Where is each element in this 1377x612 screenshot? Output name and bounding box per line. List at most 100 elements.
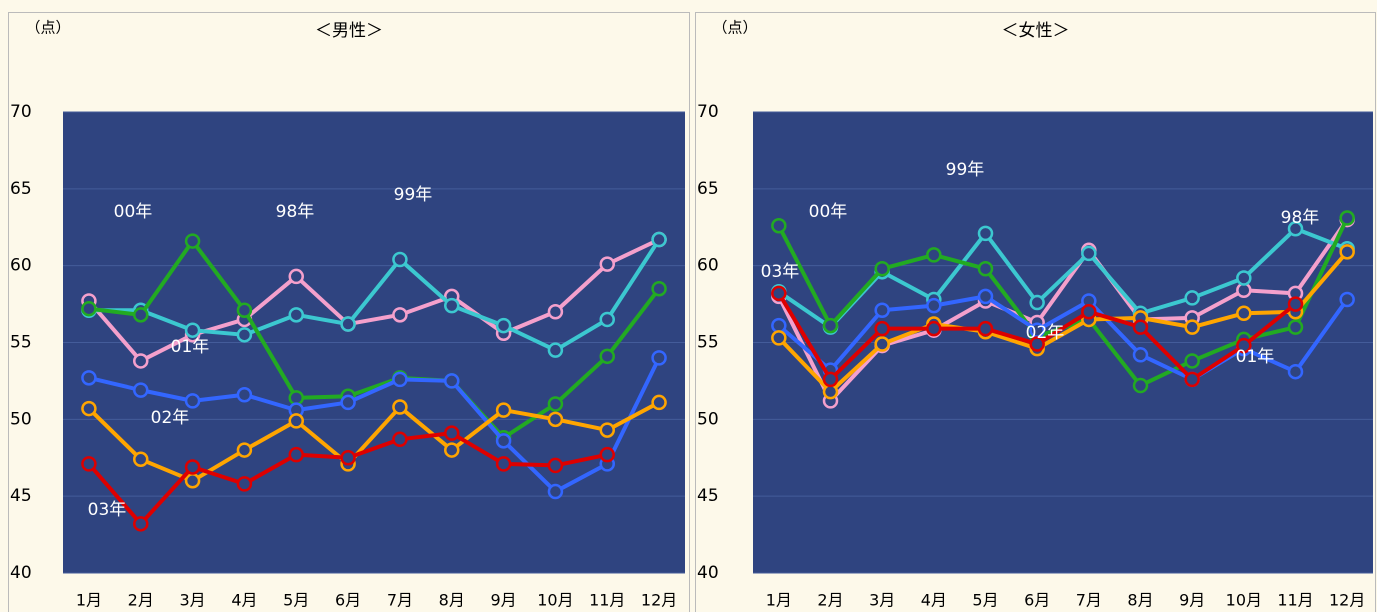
- data-point: [288, 446, 304, 463]
- data-point: [926, 247, 942, 263]
- data-point: [184, 233, 201, 249]
- data-point: [651, 350, 667, 366]
- data-point: [392, 431, 408, 448]
- data-point: [874, 336, 890, 352]
- x-tick-label: 1月: [766, 591, 792, 610]
- series-line: [88, 239, 661, 440]
- data-point: [184, 393, 201, 409]
- data-point: [392, 251, 408, 268]
- x-tick-label: 10月: [537, 591, 573, 610]
- data-point: [81, 370, 97, 386]
- data-point: [1287, 319, 1304, 335]
- annotation: 03年: [761, 262, 800, 282]
- data-point: [1029, 336, 1045, 352]
- x-tick-label: 6月: [1024, 591, 1050, 610]
- x-tick-label: 4月: [921, 591, 947, 610]
- data-point: [133, 307, 149, 323]
- data-point: [133, 382, 149, 398]
- data-point: [495, 317, 512, 334]
- annotation: 01年: [1236, 347, 1275, 367]
- series-line: [88, 356, 661, 494]
- data-point: [1287, 296, 1304, 312]
- data-point: [184, 322, 201, 338]
- data-point: [1184, 371, 1200, 388]
- chart-title: ＜女性＞: [1002, 21, 1070, 41]
- data-point: [236, 302, 253, 318]
- chart-title: ＜男性＞: [315, 21, 383, 41]
- y-tick-label: 50: [697, 409, 719, 429]
- data-point: [184, 459, 201, 475]
- x-tick-label: 5月: [972, 591, 998, 610]
- data-point: [599, 311, 615, 328]
- annotation: 02年: [151, 408, 190, 428]
- x-tick-label: 7月: [1076, 591, 1102, 610]
- data-point: [1236, 305, 1252, 322]
- data-point: [547, 396, 564, 412]
- x-tick-label: 1月: [76, 591, 102, 610]
- data-point: [599, 422, 615, 438]
- y-tick-label: 60: [10, 256, 32, 276]
- data-point: [1132, 377, 1149, 394]
- data-point: [547, 342, 564, 358]
- data-point: [771, 330, 787, 346]
- series-line: [87, 237, 660, 363]
- x-tick-label: 4月: [231, 591, 257, 610]
- data-point: [1184, 319, 1200, 335]
- data-point: [392, 371, 408, 388]
- data-point: [444, 297, 460, 314]
- data-point: [184, 473, 201, 489]
- data-point: [977, 225, 994, 242]
- annotation: 01年: [171, 337, 210, 357]
- data-point: [771, 217, 787, 234]
- data-point: [1339, 244, 1355, 260]
- data-point: [1287, 363, 1304, 380]
- data-point: [133, 451, 149, 468]
- data-point: [236, 327, 253, 343]
- y-tick-label: 40: [697, 563, 719, 583]
- data-point: [81, 300, 97, 317]
- data-point: [133, 353, 149, 369]
- data-point: [81, 400, 97, 417]
- annotation: 00年: [114, 202, 153, 222]
- data-point: [1236, 337, 1252, 354]
- data-point: [1339, 291, 1355, 308]
- data-point: [1287, 221, 1304, 237]
- annotation: 98年: [276, 202, 315, 222]
- y-tick-label: 45: [10, 486, 32, 506]
- series-line: [777, 294, 1349, 382]
- x-tick-label: 8月: [439, 591, 465, 610]
- data-point: [547, 411, 564, 428]
- data-point: [288, 307, 304, 323]
- data-point: [495, 456, 512, 472]
- data-point: [1184, 353, 1200, 369]
- data-point: [1132, 347, 1149, 363]
- data-point: [133, 516, 149, 532]
- annotation: 98年: [1281, 208, 1320, 228]
- data-point: [340, 450, 356, 466]
- series-line: [88, 238, 661, 353]
- data-point: [1081, 304, 1097, 320]
- x-tick-label: 12月: [1329, 591, 1365, 610]
- data-point: [1132, 319, 1149, 335]
- data-point: [926, 297, 942, 314]
- x-tick-label: 2月: [817, 591, 843, 610]
- x-tick-label: 2月: [128, 591, 154, 610]
- x-tick-label: 9月: [490, 591, 516, 610]
- data-point: [1339, 210, 1355, 226]
- y-axis-label: （点）: [25, 19, 70, 37]
- data-point: [874, 302, 890, 318]
- data-point: [495, 433, 512, 449]
- annotation: 02年: [1026, 323, 1065, 343]
- data-point: [651, 280, 667, 297]
- data-point: [444, 425, 460, 441]
- y-tick-label: 70: [10, 102, 32, 122]
- data-point: [288, 413, 304, 429]
- data-point: [599, 446, 615, 463]
- data-point: [874, 260, 890, 277]
- data-point: [1029, 294, 1045, 311]
- x-tick-label: 3月: [869, 591, 895, 610]
- data-point: [1081, 245, 1097, 262]
- y-tick-label: 50: [10, 409, 32, 429]
- x-tick-label: 11月: [1277, 591, 1313, 610]
